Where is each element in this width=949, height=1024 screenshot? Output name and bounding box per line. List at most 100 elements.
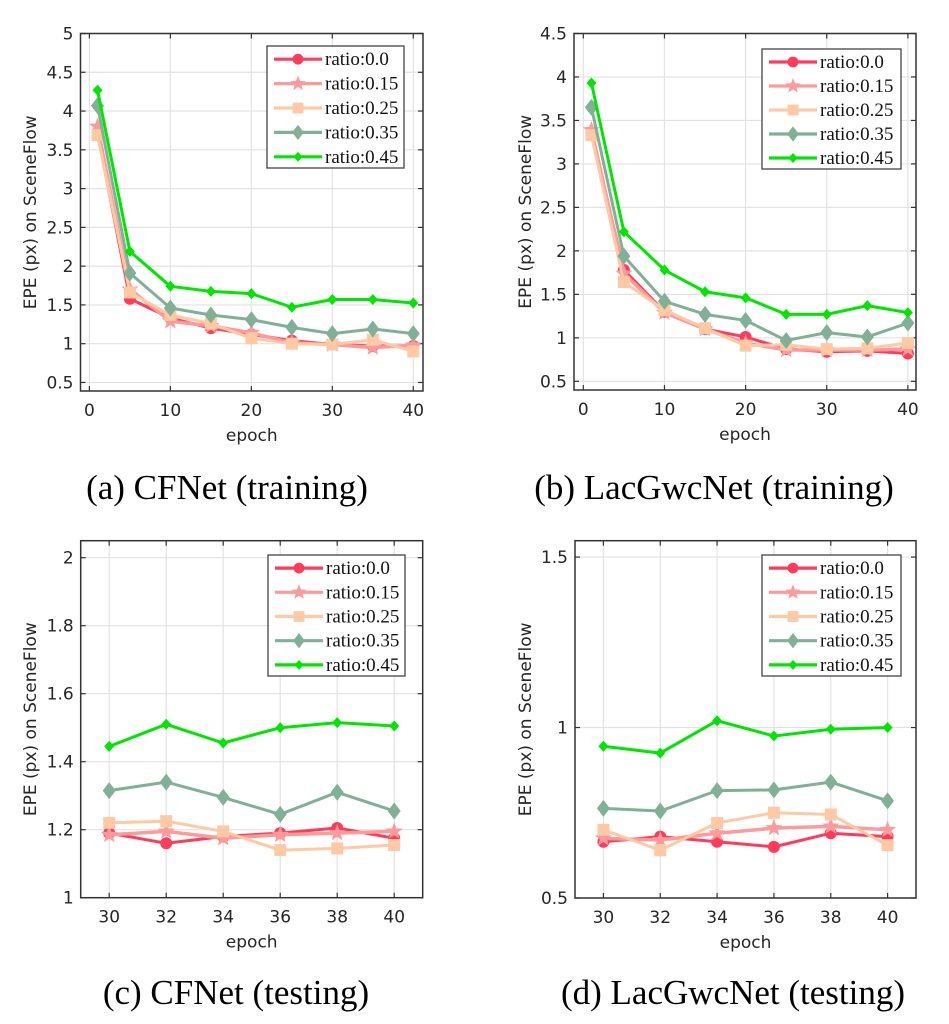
data-point — [92, 84, 103, 96]
data-point — [711, 816, 724, 829]
x-tick-label: 10 — [654, 400, 676, 420]
data-point — [332, 717, 343, 729]
data-point — [204, 306, 218, 324]
y-tick-label: 5 — [63, 25, 74, 45]
legend-item: ratio:0.15 — [274, 74, 398, 95]
series-line — [603, 824, 888, 842]
data-point — [617, 247, 631, 265]
y-tick-label: 0.5 — [540, 372, 567, 392]
y-tick-label: 1.6 — [47, 685, 74, 705]
legend-label: ratio:0.0 — [820, 52, 884, 73]
legend-marker — [787, 562, 799, 574]
legend-marker — [292, 53, 304, 65]
x-tick-label: 30 — [98, 908, 120, 928]
data-point — [654, 844, 667, 857]
x-tick-label: 30 — [593, 908, 615, 928]
x-tick-label: 40 — [897, 400, 919, 420]
y-tick-label: 4 — [63, 102, 74, 122]
legend-label: ratio:0.45 — [325, 147, 398, 168]
plot-frame — [574, 539, 917, 899]
data-point — [615, 264, 633, 281]
data-point — [286, 301, 297, 313]
legend-item: ratio:0.35 — [274, 122, 398, 143]
series-ratio-0_45 — [92, 84, 419, 313]
series-line — [602, 811, 889, 852]
x-tick-label: 36 — [269, 908, 291, 928]
data-point — [205, 285, 216, 297]
x-axis-label: epoch — [720, 933, 772, 953]
series-line — [109, 829, 395, 840]
legend-item: ratio:0.25 — [274, 98, 398, 119]
x-tick-label: 20 — [735, 400, 757, 420]
legend-label: ratio:0.15 — [326, 582, 399, 603]
legend-marker — [292, 124, 304, 141]
data-point — [586, 77, 597, 89]
data-point — [163, 299, 177, 317]
data-point — [404, 336, 422, 353]
data-point — [123, 264, 137, 282]
data-point — [901, 314, 915, 332]
legend-label: ratio:0.15 — [325, 74, 398, 95]
legend-label: ratio:0.25 — [820, 100, 893, 121]
legend-item: ratio:0.0 — [769, 558, 884, 579]
data-point — [204, 317, 217, 330]
data-point — [326, 338, 339, 351]
x-tick-label: 40 — [383, 908, 405, 928]
data-point — [618, 226, 629, 238]
series-line — [108, 780, 395, 816]
data-point — [861, 342, 874, 355]
data-point — [698, 305, 712, 323]
legend-label: ratio:0.35 — [326, 631, 399, 652]
legend-marker — [291, 584, 307, 599]
legend-label: ratio:0.15 — [820, 582, 893, 603]
panel-b: 0 10 20 30 40 0.5 1 1.5 2 2.5 3 3.5 4 4.5 epoch EPE (px… — [516, 25, 919, 446]
data-point — [767, 781, 781, 799]
legend-item: ratio:0.45 — [769, 148, 893, 169]
panel-d: 30 32 34 36 38 40 0.5 1 1.5 epoch EPE (px) on Scen… — [516, 539, 917, 953]
y-tick-label: 4 — [556, 68, 567, 88]
y-axis-label: EPE (px) on SceneFlow — [516, 622, 536, 816]
data-point — [100, 825, 118, 843]
data-point — [712, 715, 723, 727]
legend-item: ratio:0.0 — [274, 49, 389, 70]
data-point — [824, 773, 838, 791]
series-ratio-0_25 — [103, 815, 401, 857]
series-line — [109, 819, 395, 852]
y-tick-label: 1.5 — [541, 548, 568, 568]
data-point — [123, 286, 136, 299]
legend-item: ratio:0.15 — [275, 582, 399, 603]
y-tick-label: 4.5 — [540, 25, 567, 45]
legend-item: ratio:0.25 — [769, 607, 893, 628]
legend-label: ratio:0.0 — [820, 558, 884, 579]
data-point — [406, 325, 420, 343]
data-point — [824, 808, 837, 821]
legend-label: ratio:0.0 — [325, 49, 389, 70]
data-point — [708, 824, 726, 841]
legend-label: ratio:0.35 — [820, 631, 893, 652]
data-point — [387, 802, 401, 820]
y-axis-label: EPE (px) on SceneFlow — [21, 115, 41, 309]
caption-a: (a) CFNet (training) — [86, 468, 368, 507]
data-point — [739, 311, 753, 329]
data-point — [651, 831, 669, 848]
legend-marker — [787, 56, 799, 68]
series-ratio-0_45 — [598, 715, 893, 759]
legend-marker — [787, 104, 799, 116]
data-point — [285, 337, 298, 350]
y-tick-label: 2 — [63, 549, 74, 569]
y-tick-label: 1 — [63, 889, 74, 909]
legend-item: ratio:0.35 — [769, 631, 893, 652]
legend-item: ratio:0.25 — [275, 607, 399, 628]
data-point — [582, 121, 600, 138]
data-point — [385, 822, 403, 839]
y-tick-label: 1.8 — [47, 617, 74, 637]
legend-item: ratio:0.0 — [769, 52, 884, 73]
x-axis-label: epoch — [226, 933, 278, 953]
legend-marker — [290, 75, 306, 91]
y-axis-label: EPE (px) on SceneFlow — [516, 115, 536, 309]
legend: ratio:0.0 ratio:0.15 ratio:0.25 ratio:0.35 r… — [761, 48, 902, 170]
plot-frame — [573, 32, 917, 391]
legend-label: ratio:0.25 — [820, 607, 893, 628]
legend-marker — [785, 77, 801, 93]
